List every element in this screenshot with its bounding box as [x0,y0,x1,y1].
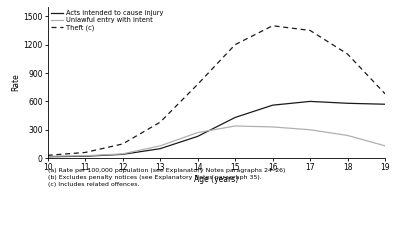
Unlawful entry with intent [270,126,275,128]
Acts intended to cause injury [345,102,350,105]
Theft (c) [195,83,200,86]
Theft (c) [45,154,50,157]
Unlawful entry with intent [158,144,162,147]
Acts intended to cause injury [158,147,162,150]
Acts intended to cause injury [308,100,312,103]
Acts intended to cause injury [45,155,50,158]
Acts intended to cause injury [195,135,200,138]
Acts intended to cause injury [383,103,387,106]
Theft (c) [270,24,275,27]
Unlawful entry with intent [83,154,87,157]
Unlawful entry with intent [45,155,50,158]
Theft (c) [345,53,350,55]
X-axis label: Age (years): Age (years) [194,175,239,184]
Text: (a) Rate per 100,000 population (see Explanatory Notes paragraphs 24–26)
(b) Exc: (a) Rate per 100,000 population (see Exp… [48,168,285,187]
Line: Acts intended to cause injury: Acts intended to cause injury [48,101,385,157]
Y-axis label: Rate: Rate [12,74,21,91]
Unlawful entry with intent [308,128,312,131]
Acts intended to cause injury [270,104,275,106]
Acts intended to cause injury [233,116,237,119]
Theft (c) [120,143,125,145]
Unlawful entry with intent [120,153,125,155]
Legend: Acts intended to cause injury, Unlawful entry with intent, Theft (c): Acts intended to cause injury, Unlawful … [50,9,164,33]
Theft (c) [83,151,87,154]
Theft (c) [158,121,162,123]
Unlawful entry with intent [345,134,350,137]
Line: Theft (c): Theft (c) [48,26,385,155]
Theft (c) [233,43,237,46]
Theft (c) [383,92,387,95]
Line: Unlawful entry with intent: Unlawful entry with intent [48,126,385,156]
Unlawful entry with intent [233,125,237,127]
Unlawful entry with intent [383,144,387,147]
Acts intended to cause injury [120,153,125,156]
Unlawful entry with intent [195,131,200,134]
Acts intended to cause injury [83,155,87,158]
Theft (c) [308,29,312,32]
